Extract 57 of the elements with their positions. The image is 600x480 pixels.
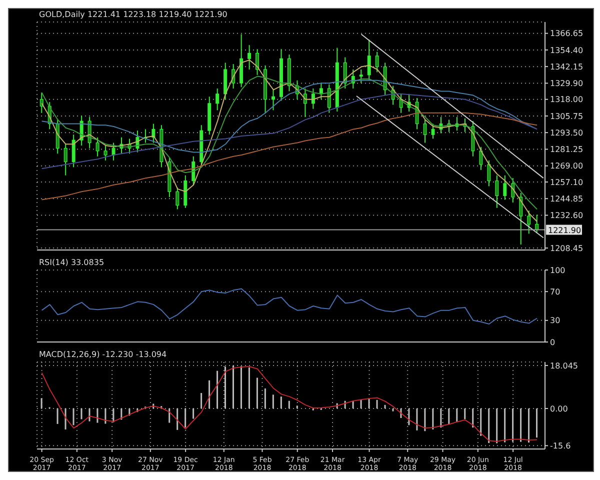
candlestick xyxy=(176,187,180,210)
candlestick xyxy=(303,88,307,118)
candlestick xyxy=(319,82,323,100)
y-tick-label: 1342.15 xyxy=(550,62,584,72)
y-tick-label: 1318.00 xyxy=(550,95,584,104)
candlestick xyxy=(327,84,331,114)
y-tick-label: 1366.65 xyxy=(550,29,584,38)
candlestick xyxy=(503,174,507,200)
line-series xyxy=(41,76,538,210)
candlestick xyxy=(272,89,276,111)
candlestick xyxy=(311,88,315,110)
y-tick-label: 0 xyxy=(550,338,556,347)
y-tick-label: 1208.45 xyxy=(550,244,584,253)
y-tick-label: 1354.40 xyxy=(550,46,584,55)
candlestick xyxy=(64,144,68,176)
ref-line-label: 1221.90 xyxy=(548,226,582,235)
y-tick-label: 0.00 xyxy=(550,404,568,414)
y-tick-label: 1232.60 xyxy=(550,211,584,220)
y-tick-label: 1244.85 xyxy=(550,194,584,204)
candlestick xyxy=(511,178,515,203)
y-tick-label: 1293.50 xyxy=(550,128,584,138)
candlestick xyxy=(527,210,531,234)
y-tick-label: 1257.10 xyxy=(550,178,584,187)
candlestick xyxy=(216,88,220,111)
candlestick xyxy=(40,92,44,114)
chart-title: RSI(14) 33.0835 xyxy=(39,258,104,267)
y-tick-label: 100 xyxy=(550,266,566,275)
chart-title: GOLD,Daily 1221.41 1223.18 1219.40 1221.90 xyxy=(39,10,228,19)
candlestick xyxy=(423,119,427,144)
y-tick-label: 1269.00 xyxy=(550,162,584,171)
line-series xyxy=(41,366,538,442)
line-series xyxy=(41,288,538,324)
candlestick xyxy=(192,156,196,186)
y-tick-label: 18.045 xyxy=(550,361,578,370)
candlestick xyxy=(256,48,260,76)
candlestick xyxy=(359,69,363,84)
candlestick xyxy=(479,146,483,170)
candlestick xyxy=(72,134,76,168)
candlestick xyxy=(343,56,347,89)
y-tick-label: 1305.75 xyxy=(550,112,584,121)
candlestick xyxy=(367,39,371,81)
y-tick-label: 1329.90 xyxy=(550,79,584,88)
chart-title: MACD(12,26,9) -12.230 -13.094 xyxy=(39,350,167,359)
candlestick xyxy=(519,192,523,246)
y-tick-label: 1281.25 xyxy=(550,145,584,154)
candlestick xyxy=(112,142,116,161)
y-tick-label: -15.6 xyxy=(550,442,571,451)
candlestick xyxy=(375,51,379,73)
candlestick xyxy=(104,145,108,161)
candlestick xyxy=(248,44,252,70)
candlestick xyxy=(96,136,100,157)
y-tick-label: 30 xyxy=(550,316,560,326)
candlestick xyxy=(495,174,499,208)
candlestick xyxy=(431,123,435,140)
y-tick-label: 70 xyxy=(550,287,560,296)
candlestick xyxy=(487,160,491,187)
candlestick xyxy=(535,214,539,234)
